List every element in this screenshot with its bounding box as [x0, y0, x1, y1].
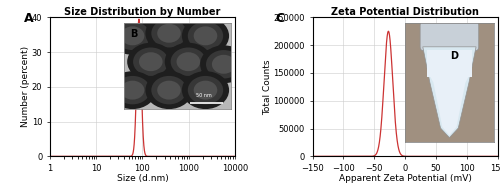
X-axis label: Apparent Zeta Potential (mV): Apparent Zeta Potential (mV): [338, 174, 471, 183]
X-axis label: Size (d.nm): Size (d.nm): [116, 174, 168, 183]
Text: A: A: [24, 12, 34, 25]
Y-axis label: Number (percent): Number (percent): [22, 46, 30, 127]
Title: Zeta Potential Distribution: Zeta Potential Distribution: [331, 7, 479, 17]
Y-axis label: Total Counts: Total Counts: [263, 59, 272, 115]
Title: Size Distribution by Number: Size Distribution by Number: [64, 7, 220, 17]
Text: C: C: [276, 12, 284, 25]
